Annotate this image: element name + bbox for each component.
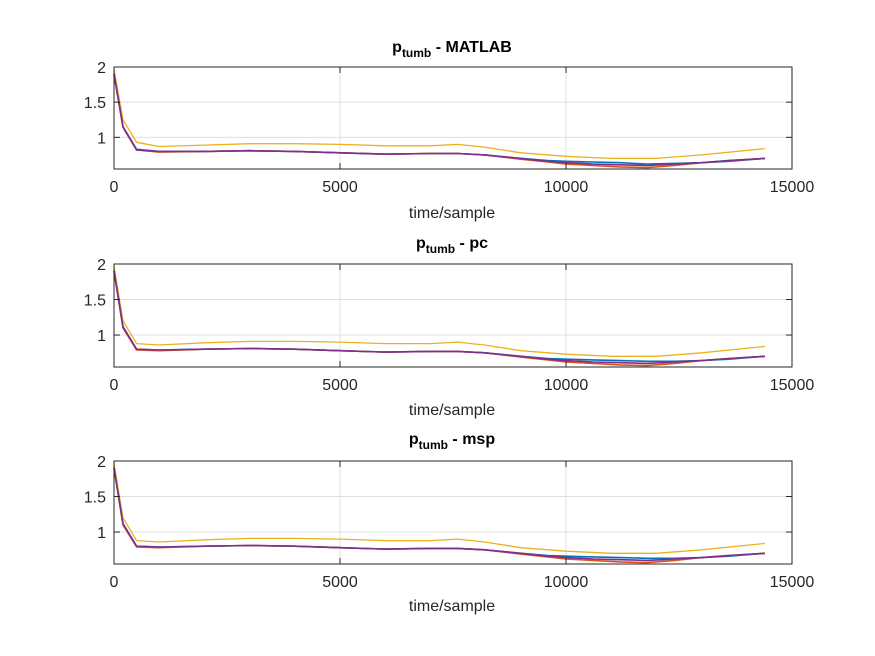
subplot-title: ptumb - pc bbox=[416, 235, 488, 256]
axes-box bbox=[113, 263, 793, 368]
plot-area bbox=[114, 264, 792, 367]
subplot-title: ptumb - msp bbox=[409, 431, 495, 452]
series-line bbox=[113, 68, 765, 160]
y-tick-label: 2 bbox=[97, 454, 106, 471]
series-line bbox=[113, 462, 765, 554]
title-main: p bbox=[416, 235, 426, 252]
x-tick-label: 5000 bbox=[322, 377, 358, 394]
x-tick-label: 5000 bbox=[322, 574, 358, 591]
title-rest: - msp bbox=[448, 431, 495, 448]
axes-box bbox=[113, 66, 793, 170]
series-line bbox=[113, 73, 765, 167]
x-tick-label: 0 bbox=[110, 377, 119, 394]
x-tick-label: 0 bbox=[110, 574, 119, 591]
subplot-matlab: ptumb - MATLAB time/sample 0 5000 10000 150… bbox=[84, 39, 815, 222]
subplot-title: ptumb - MATLAB bbox=[392, 39, 512, 60]
y-tick-label: 1 bbox=[97, 328, 106, 345]
axes-box bbox=[113, 460, 793, 565]
y-tick-label: 2 bbox=[97, 257, 106, 274]
subplot-pc: ptumb - pc time/sample 0 5000 10000 15000 1 1… bbox=[84, 235, 815, 419]
x-tick-label: 10000 bbox=[544, 574, 589, 591]
x-tick-label: 15000 bbox=[770, 377, 815, 394]
x-tick-label: 10000 bbox=[544, 179, 589, 196]
y-tick-label: 1 bbox=[97, 525, 106, 542]
x-tick-label: 0 bbox=[110, 179, 119, 196]
x-tick-label: 15000 bbox=[770, 574, 815, 591]
plot-area bbox=[114, 461, 792, 564]
title-main: p bbox=[392, 39, 402, 56]
series-line bbox=[113, 467, 765, 562]
x-tick-label: 5000 bbox=[322, 179, 358, 196]
series-line bbox=[113, 270, 765, 365]
x-tick-label: 10000 bbox=[544, 377, 589, 394]
title-subscript: tumb bbox=[402, 46, 431, 60]
x-axis-label: time/sample bbox=[409, 205, 495, 222]
subplot-msp: ptumb - msp time/sample 0 5000 10000 15000 1… bbox=[84, 431, 815, 615]
x-axis-label: time/sample bbox=[409, 598, 495, 615]
y-tick-label: 1.5 bbox=[84, 95, 106, 112]
title-rest: - pc bbox=[455, 235, 488, 252]
title-rest: - MATLAB bbox=[431, 39, 512, 56]
title-subscript: tumb bbox=[426, 242, 455, 256]
y-tick-label: 1.5 bbox=[84, 293, 106, 310]
y-tick-label: 1 bbox=[97, 130, 106, 147]
title-main: p bbox=[409, 431, 419, 448]
series-line bbox=[113, 265, 765, 357]
y-tick-label: 2 bbox=[97, 60, 106, 77]
title-subscript: tumb bbox=[419, 438, 448, 452]
x-axis-label: time/sample bbox=[409, 402, 495, 419]
x-tick-label: 15000 bbox=[770, 179, 815, 196]
y-tick-label: 1.5 bbox=[84, 490, 106, 507]
plot-area bbox=[114, 67, 792, 169]
